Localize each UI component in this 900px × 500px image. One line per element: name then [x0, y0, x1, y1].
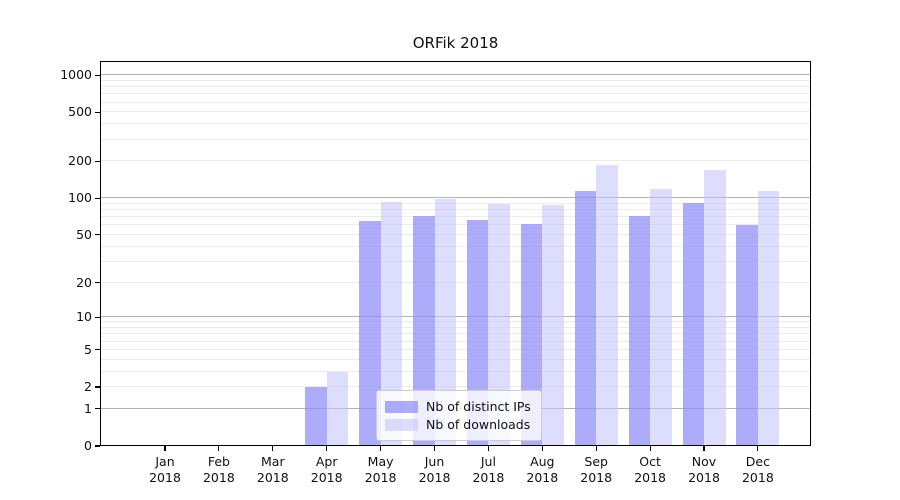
- y-tick-label-50: 50: [76, 226, 92, 242]
- x-tick-mark-sep: [595, 446, 597, 451]
- y-tick-mark-50: [95, 234, 100, 236]
- x-tick-mark-may: [380, 446, 382, 451]
- bar-downloads-may-2018: [380, 201, 403, 446]
- y-tick-label-5: 5: [84, 341, 92, 357]
- gridline-1000: [100, 74, 811, 76]
- y-tick-label-100: 100: [68, 190, 92, 206]
- bar-downloads-sep-2018: [596, 164, 618, 446]
- bar-downloads-jun-2018: [434, 199, 456, 446]
- y-tick-mark-0: [95, 445, 100, 447]
- x-tick-mark-dec: [757, 446, 759, 451]
- y-tick-mark-1: [95, 408, 100, 410]
- x-tick-label-may: May 2018: [364, 454, 397, 485]
- gridline-400: [100, 123, 811, 125]
- x-tick-mark-nov: [703, 446, 705, 451]
- gridline-700: [100, 93, 811, 95]
- bar-ips-may-2018: [359, 221, 381, 446]
- x-tick-mark-apr: [326, 446, 328, 451]
- y-tick-mark-5: [95, 349, 100, 351]
- bar-ips-jul-2018: [466, 219, 489, 446]
- bar-ips-jun-2018: [413, 215, 435, 446]
- x-tick-label-nov: Nov 2018: [688, 454, 720, 485]
- legend-item-distinct-ips: Nb of distinct IPs: [385, 398, 531, 415]
- bar-downloads-nov-2018: [704, 169, 726, 446]
- bar-ips-sep-2018: [574, 190, 597, 446]
- y-tick-label-1: 1: [84, 400, 92, 416]
- x-tick-label-sep: Sep 2018: [580, 454, 613, 485]
- gridline-200: [100, 160, 811, 162]
- gridline-500: [100, 111, 811, 113]
- bar-downloads-oct-2018: [650, 189, 672, 446]
- plot-area: Nb of distinct IPs Nb of downloads: [100, 61, 811, 446]
- x-tick-label-jan: Jan 2018: [149, 454, 181, 485]
- gridline-100: [100, 197, 811, 199]
- y-tick-mark-20: [95, 281, 100, 284]
- x-tick-mark-jul: [487, 446, 489, 451]
- gridline-600: [100, 101, 811, 103]
- x-tick-label-jul: Jul 2018: [472, 454, 505, 485]
- bar-downloads-dec-2018: [757, 190, 780, 446]
- y-tick-label-1000: 1000: [60, 67, 92, 83]
- bar-downloads-aug-2018: [542, 205, 564, 446]
- x-tick-mark-aug: [541, 446, 543, 451]
- gridline-300: [100, 138, 811, 140]
- y-tick-label-0: 0: [84, 438, 92, 453]
- x-tick-label-aug: Aug 2018: [526, 454, 559, 485]
- y-tick-mark-200: [95, 160, 100, 162]
- legend-swatch-ips-icon: [385, 400, 418, 413]
- x-tick-label-feb: Feb 2018: [202, 454, 235, 485]
- legend-label-downloads: Nb of downloads: [426, 417, 531, 432]
- bar-ips-apr-2018: [305, 387, 327, 446]
- y-tick-mark-100: [95, 197, 100, 199]
- bar-downloads-jul-2018: [488, 203, 510, 446]
- bar-downloads-apr-2018: [326, 371, 349, 446]
- gridline-900: [100, 79, 811, 81]
- bar-ips-oct-2018: [628, 216, 651, 446]
- legend-item-downloads: Nb of downloads: [385, 416, 531, 433]
- x-tick-mark-jun: [433, 446, 436, 451]
- bar-ips-dec-2018: [736, 225, 758, 446]
- y-tick-label-500: 500: [68, 104, 92, 120]
- x-tick-mark-feb: [218, 446, 220, 451]
- x-tick-mark-mar: [272, 446, 274, 451]
- y-tick-label-10: 10: [76, 309, 92, 325]
- legend-swatch-downloads-icon: [385, 418, 418, 431]
- chart-title: ORFik 2018: [412, 34, 499, 52]
- x-tick-label-apr: Apr 2018: [310, 454, 343, 485]
- x-tick-label-dec: Dec 2018: [741, 454, 774, 485]
- gridline-800: [100, 86, 811, 87]
- y-tick-label-200: 200: [68, 153, 92, 169]
- x-tick-mark-oct: [649, 446, 651, 451]
- y-tick-label-2: 2: [84, 379, 92, 394]
- y-tick-mark-10: [95, 316, 100, 318]
- legend: Nb of distinct IPs Nb of downloads: [376, 390, 542, 441]
- y-tick-label-20: 20: [76, 274, 92, 290]
- x-tick-mark-jan: [164, 446, 166, 451]
- legend-label-ips: Nb of distinct IPs: [426, 399, 531, 414]
- y-tick-mark-1000: [95, 74, 100, 76]
- bar-ips-nov-2018: [682, 203, 704, 446]
- x-tick-label-jun: Jun 2018: [418, 454, 451, 485]
- y-tick-mark-2: [95, 386, 100, 388]
- y-tick-mark-500: [95, 111, 100, 113]
- x-tick-label-mar: Mar 2018: [256, 454, 289, 485]
- x-tick-label-oct: Oct 2018: [634, 454, 666, 485]
